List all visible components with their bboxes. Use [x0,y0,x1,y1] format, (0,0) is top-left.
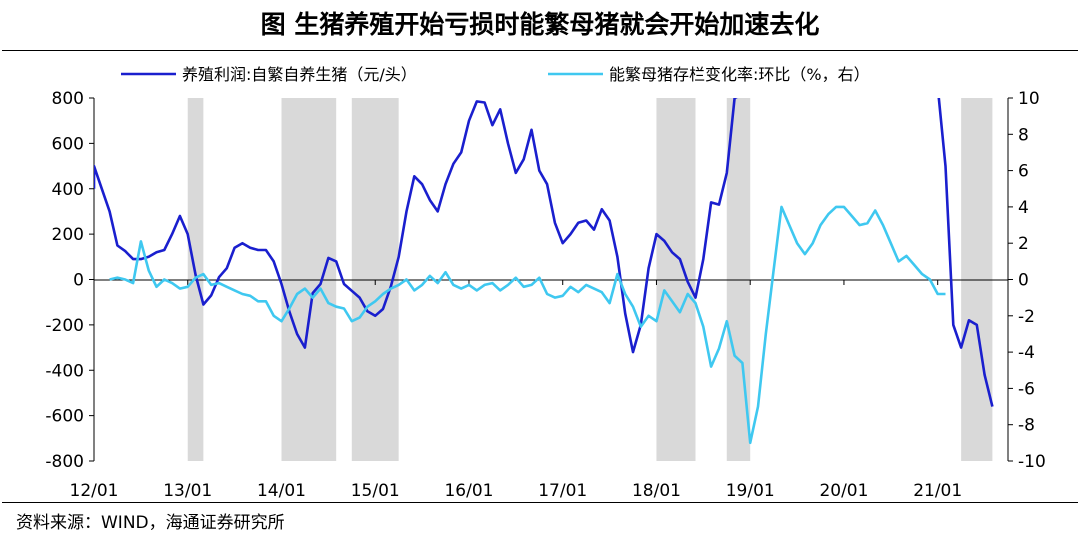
right-tick-label: 0 [1018,271,1029,291]
legend-label-ratio: 能繁母猪存栏变化率:环比（%，右） [609,65,870,84]
left-tick-label: 200 [52,225,84,245]
left-tick-label: 0 [73,271,84,291]
right-tick-label: 8 [1018,125,1029,145]
x-tick-label: 17/01 [538,481,587,501]
right-tick-label: 6 [1018,162,1029,182]
series-line-1 [109,205,946,445]
right-tick-label: -2 [1018,307,1035,327]
right-tick-label: -4 [1018,343,1035,363]
right-tick-label: -8 [1018,416,1035,436]
right-tick-label: -10 [1018,452,1046,472]
left-tick-label: 800 [52,89,84,109]
left-tick-label: -200 [45,316,84,336]
source-note: 资料来源：WIND，海通证券研究所 [16,513,285,533]
left-tick-label: 400 [52,180,84,200]
x-tick-label: 19/01 [726,481,775,501]
x-tick-label: 20/01 [819,481,868,501]
x-tick-label: 12/01 [70,481,119,501]
series-line-0 [94,98,994,407]
title-rule-top [2,50,1078,51]
right-tick-label: 4 [1018,198,1029,218]
x-tick-label: 14/01 [257,481,306,501]
x-tick-label: 16/01 [444,481,493,501]
title-rule-bottom [2,502,1078,503]
left-tick-label: 600 [52,134,84,154]
left-tick-label: -800 [45,452,84,472]
x-tick-label: 15/01 [351,481,400,501]
chart-title: 图 生猪养殖开始亏损时能繁母猪就会开始加速去化 [260,10,820,39]
x-tick-label: 21/01 [913,481,962,501]
x-tick-label: 18/01 [632,481,681,501]
legend-label-profit: 养殖利润:自繁自养生猪（元/头） [182,65,417,84]
left-tick-label: -600 [45,407,84,427]
right-tick-label: 2 [1018,234,1029,254]
x-tick-label: 13/01 [163,481,212,501]
right-tick-label: -6 [1018,379,1035,399]
right-tick-label: 10 [1018,89,1040,109]
left-tick-label: -400 [45,361,84,381]
